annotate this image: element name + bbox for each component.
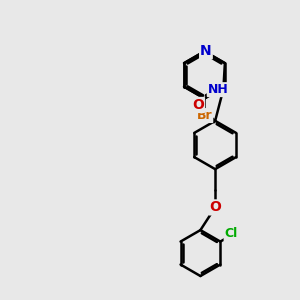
Text: O: O <box>209 200 221 214</box>
Text: Cl: Cl <box>225 227 238 240</box>
Text: NH: NH <box>208 83 229 96</box>
Text: Br: Br <box>197 109 212 122</box>
Text: N: N <box>200 44 212 58</box>
Text: O: O <box>192 98 204 112</box>
